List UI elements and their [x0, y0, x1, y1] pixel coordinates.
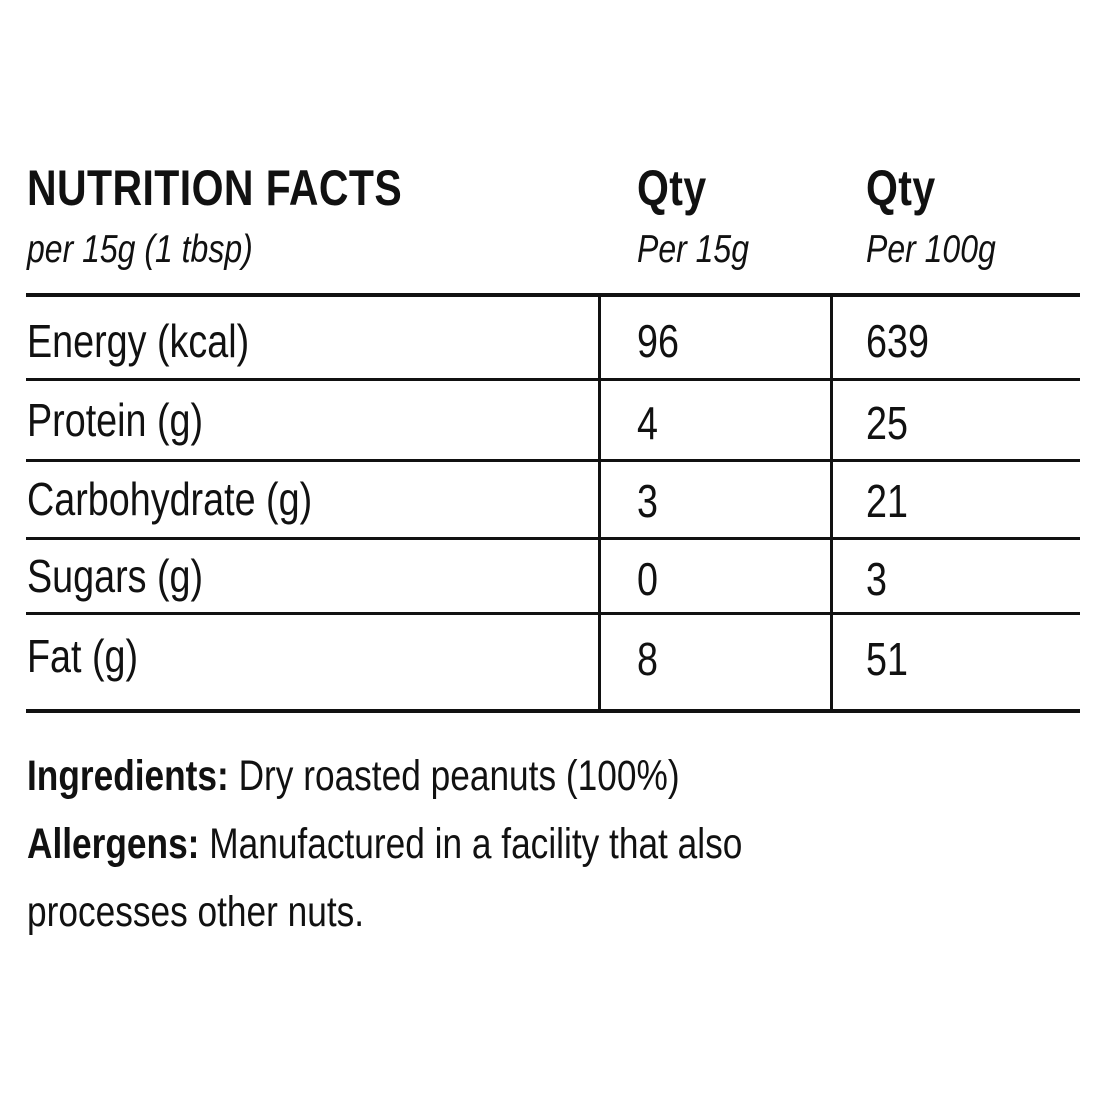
table-cell-per15: 8 [637, 633, 658, 685]
table-subtitle: per 15g (1 tbsp) [27, 228, 253, 271]
table-row-label: Sugars (g) [27, 550, 204, 602]
allergens-line: Allergens: Manufactured in a facility th… [27, 810, 899, 878]
column-divider [830, 295, 833, 711]
label-notes: Ingredients: Dry roasted peanuts (100%) … [27, 742, 899, 946]
allergens-text: Manufactured in a facility that also [209, 820, 743, 868]
ingredients-label: Ingredients: [27, 752, 229, 800]
row-divider [26, 612, 1080, 615]
ingredients-line: Ingredients: Dry roasted peanuts (100%) [27, 742, 899, 810]
column-header-per15-title: Qty [637, 160, 707, 216]
allergens-label: Allergens: [27, 820, 200, 868]
column-divider [598, 295, 601, 711]
table-top-rule [26, 293, 1080, 297]
row-divider [26, 378, 1080, 381]
table-cell-per15: 96 [637, 315, 679, 367]
table-bottom-rule [26, 709, 1080, 713]
table-cell-per15: 0 [637, 553, 658, 605]
allergens-line-continued: processes other nuts. [27, 878, 899, 946]
table-row-label: Energy (kcal) [27, 315, 250, 367]
table-title: NUTRITION FACTS [27, 160, 403, 216]
column-header-per100-sub: Per 100g [866, 228, 996, 271]
table-cell-per15: 3 [637, 475, 658, 527]
column-header-per15-sub: Per 15g [637, 228, 750, 271]
table-cell-per100: 639 [866, 315, 929, 367]
table-row-label: Fat (g) [27, 630, 139, 682]
ingredients-text: Dry roasted peanuts (100%) [238, 752, 680, 800]
table-cell-per100: 25 [866, 397, 908, 449]
table-row-label: Carbohydrate (g) [27, 473, 313, 525]
table-row-label: Protein (g) [27, 394, 204, 446]
column-header-per100-title: Qty [866, 160, 936, 216]
table-cell-per100: 3 [866, 553, 887, 605]
row-divider [26, 459, 1080, 462]
table-cell-per15: 4 [637, 397, 658, 449]
row-divider [26, 537, 1080, 540]
table-cell-per100: 21 [866, 475, 908, 527]
table-cell-per100: 51 [866, 633, 908, 685]
allergens-text-continued: processes other nuts. [27, 888, 365, 936]
